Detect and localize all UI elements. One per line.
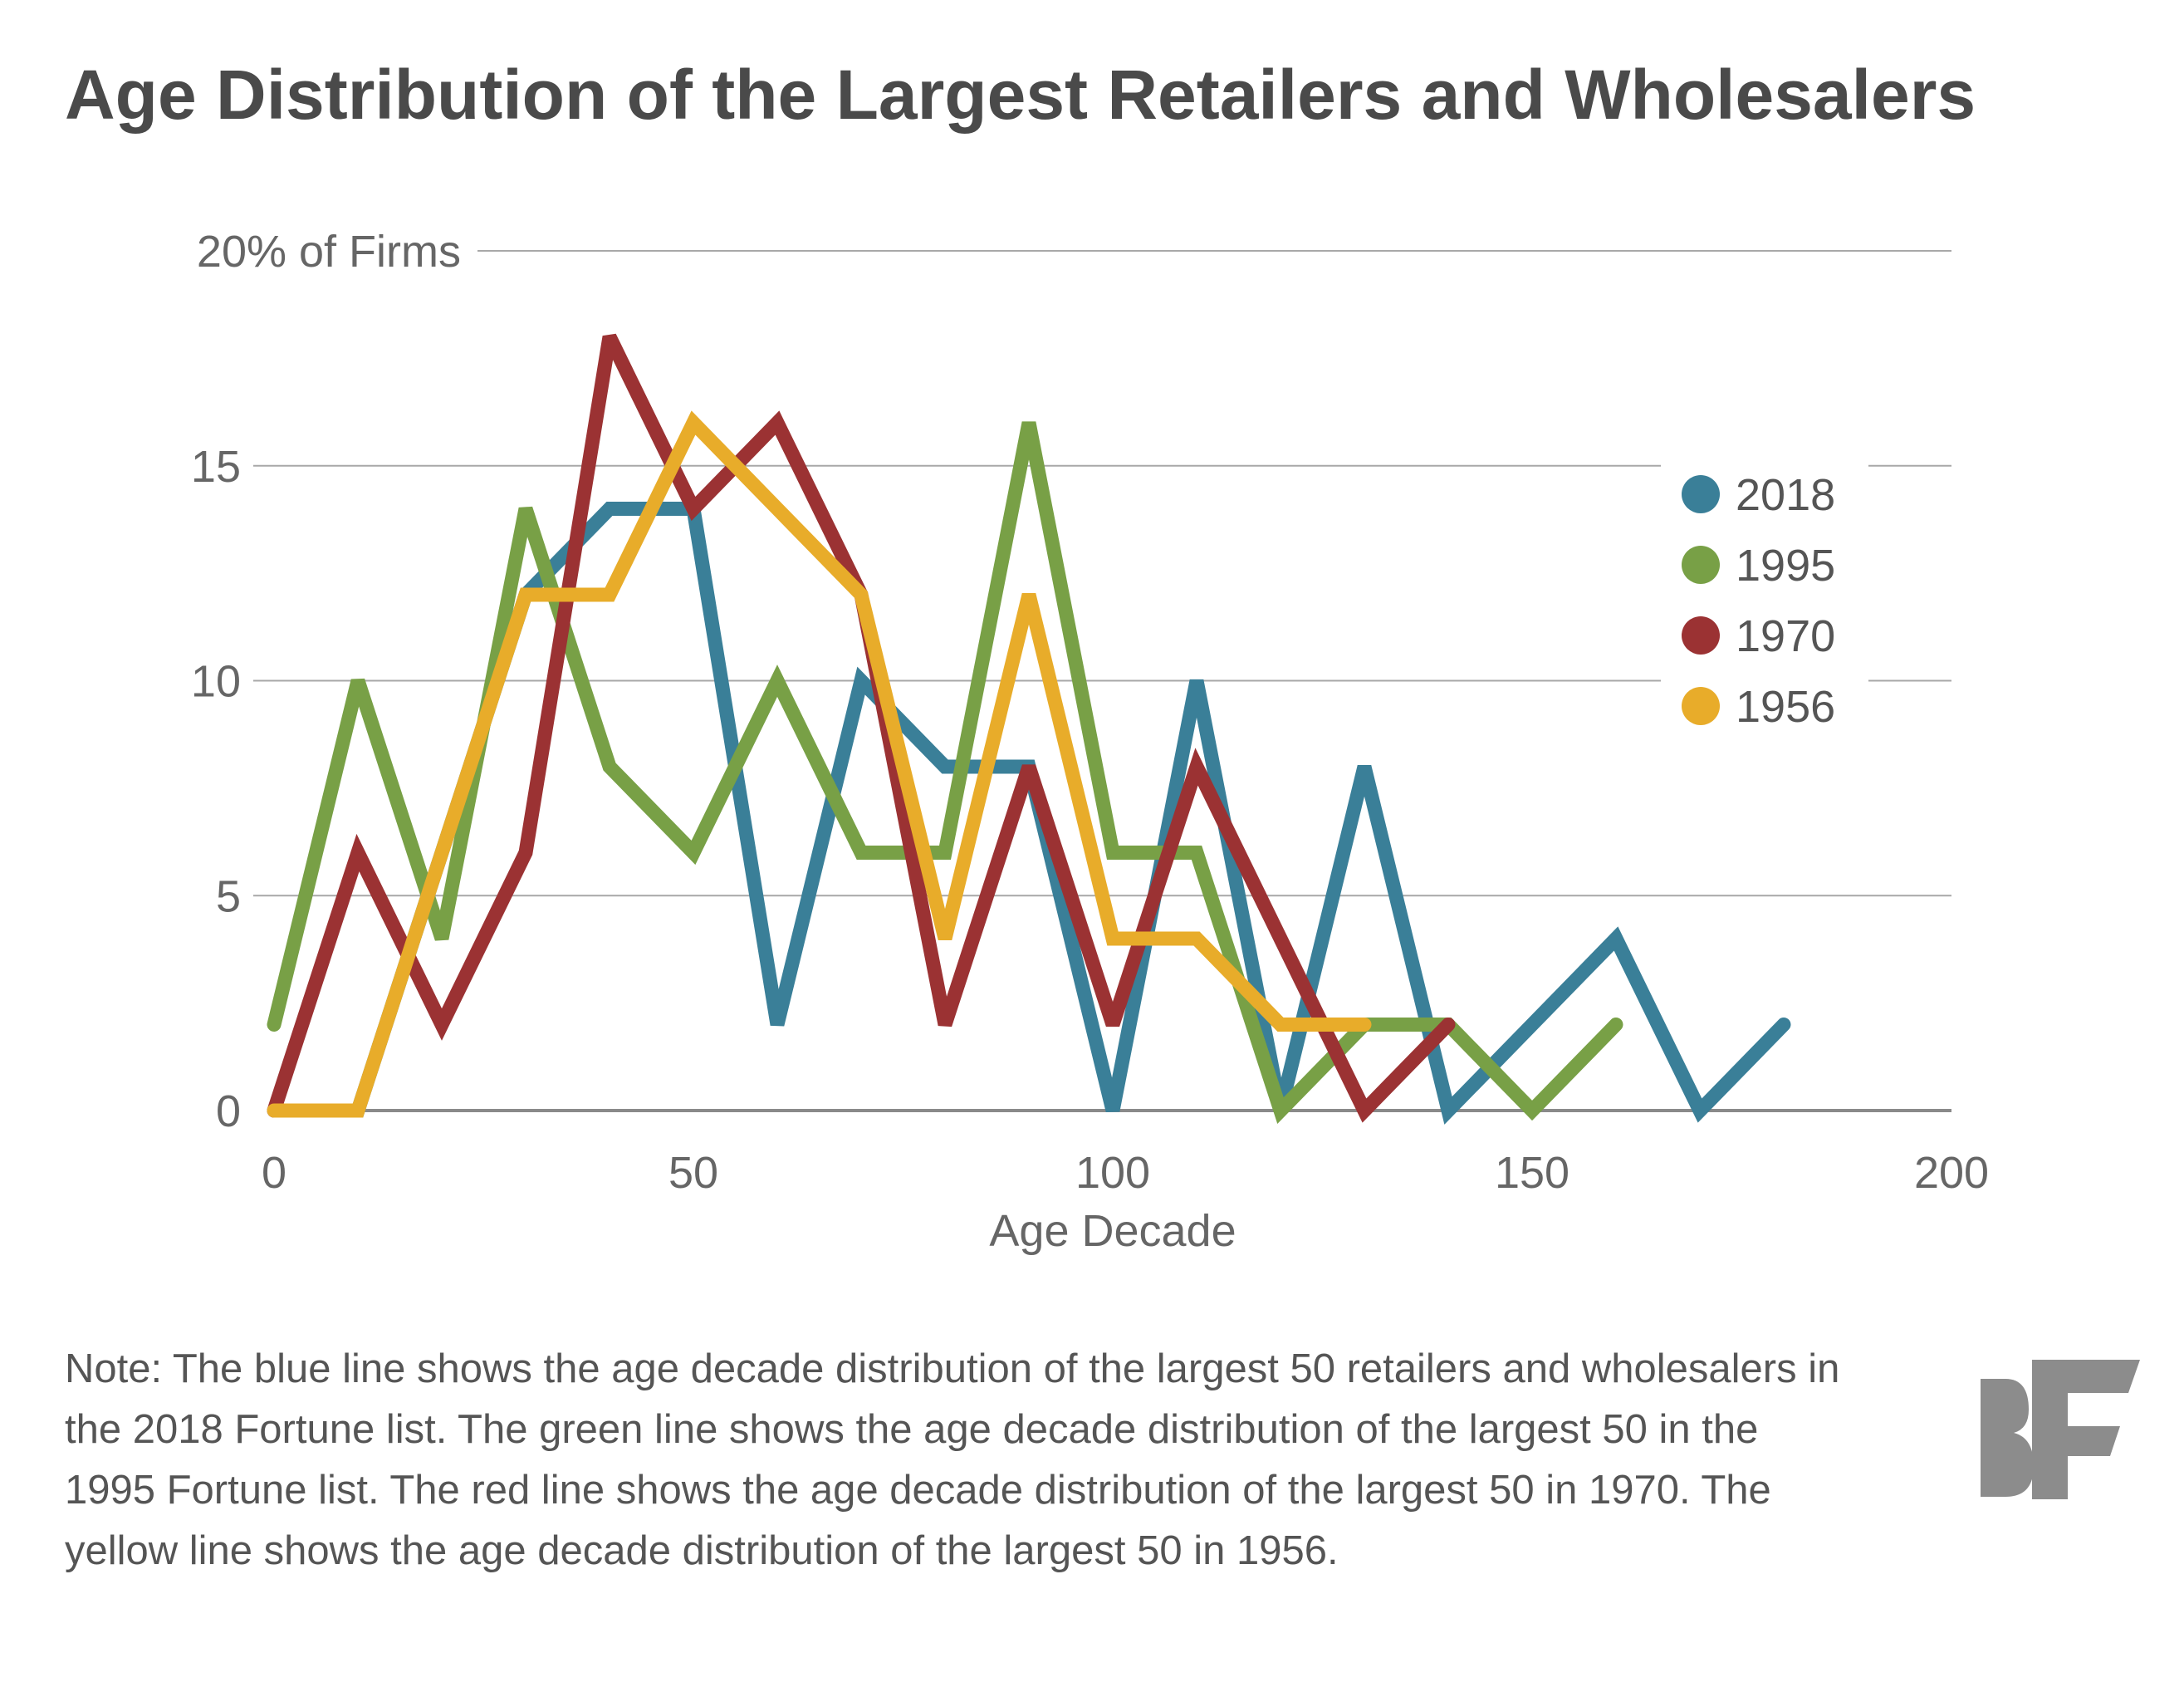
line-chart: 0 5 10 15 20% of Firms 0 50 100 150 200 Age Deca… xyxy=(191,227,1989,1256)
logo-f-shape xyxy=(2032,1360,2140,1499)
x-tick-label-150: 150 xyxy=(1495,1148,1569,1198)
chart-title: Age Distribution of the Largest Retailer… xyxy=(65,56,1976,134)
series-line-1956 xyxy=(267,410,1372,1118)
y-tick-label-10: 10 xyxy=(191,657,241,707)
series-lines xyxy=(267,333,1791,1125)
x-tick-label-50: 50 xyxy=(668,1148,718,1198)
legend-label-1970: 1970 xyxy=(1736,611,1835,661)
legend-marker-1970 xyxy=(1682,616,1720,655)
legend-marker-1956 xyxy=(1682,687,1720,725)
x-tick-label-100: 100 xyxy=(1075,1148,1150,1198)
legend: 2018 1995 1970 1956 xyxy=(1661,455,1868,733)
y-tick-label-20: 20% of Firms xyxy=(197,227,461,277)
legend-marker-2018 xyxy=(1682,475,1720,513)
series-line-1970 xyxy=(267,333,1456,1123)
logo-b-shape xyxy=(1981,1379,2034,1499)
y-tick-label-15: 15 xyxy=(191,442,241,492)
x-axis-ticks: 0 50 100 150 200 xyxy=(262,1148,1989,1198)
y-tick-label-5: 5 xyxy=(216,871,241,921)
legend-marker-1995 xyxy=(1682,546,1720,584)
legend-label-2018: 2018 xyxy=(1736,470,1835,520)
chart-note: Note: The blue line shows the age decade… xyxy=(65,1346,1840,1573)
x-axis-label: Age Decade xyxy=(989,1206,1236,1256)
x-tick-label-0: 0 xyxy=(262,1148,286,1198)
bf-logo: BF xyxy=(1981,1360,2140,1499)
y-axis-ticks: 0 5 10 15 20% of Firms xyxy=(191,227,461,1136)
x-tick-label-200: 200 xyxy=(1914,1148,1989,1198)
legend-label-1956: 1956 xyxy=(1736,682,1835,732)
y-tick-label-0: 0 xyxy=(216,1086,241,1136)
legend-label-1995: 1995 xyxy=(1736,541,1835,591)
series-line-1995 xyxy=(267,421,1623,1124)
